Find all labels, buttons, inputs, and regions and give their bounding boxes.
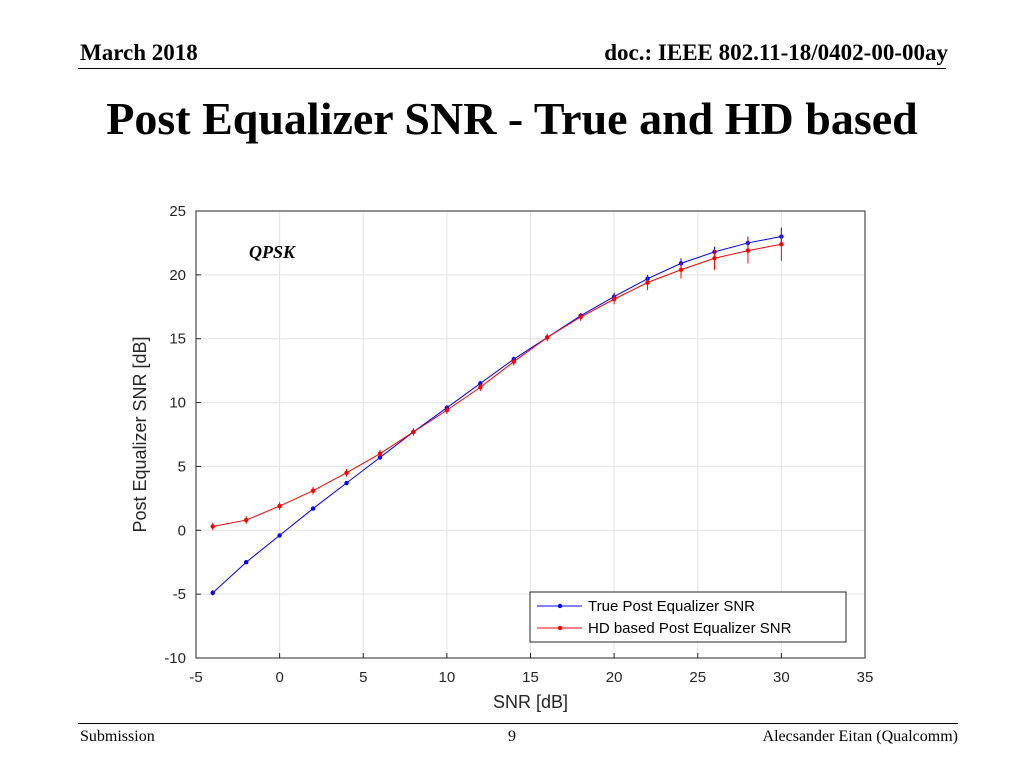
x-tick-label: 10 [439, 669, 456, 686]
legend-swatch-marker [557, 625, 563, 631]
data-point [243, 560, 249, 565]
data-point [210, 524, 215, 529]
data-point [478, 381, 483, 386]
y-tick-label: 0 [178, 522, 186, 539]
data-point [444, 408, 450, 413]
data-point [645, 280, 650, 285]
data-point [344, 480, 349, 486]
y-tick-label: 25 [169, 203, 186, 220]
y-tick-label: 5 [178, 458, 186, 475]
footer-rule [78, 723, 958, 724]
footer-submission: Submission [80, 728, 155, 745]
y-tick-label: 10 [169, 395, 186, 412]
modulation-annotation: QPSK [249, 242, 297, 262]
legend-item: HD based Post Equalizer SNR [537, 620, 792, 637]
y-axis-label: Post Equalizer SNR [dB] [130, 336, 150, 532]
data-point [411, 429, 416, 435]
data-point [678, 267, 684, 272]
x-tick-label: 15 [522, 669, 539, 686]
data-point [310, 488, 316, 493]
data-point [712, 256, 717, 261]
x-tick-label: 5 [359, 669, 367, 686]
x-tick-label: 35 [857, 669, 874, 686]
y-tick-label: -10 [164, 650, 186, 667]
series-layer [210, 227, 784, 596]
data-point [745, 248, 751, 253]
legend-label: HD based Post Equalizer SNR [588, 620, 792, 637]
footer-author: Alecsander Eitan (Qualcomm) [762, 728, 958, 745]
header-doc-id: doc.: IEEE 802.11-18/0402-00-00ay [604, 40, 948, 65]
legend-label: True Post Equalizer SNR [588, 598, 755, 615]
data-point [511, 359, 516, 364]
y-tick-label: 15 [169, 331, 186, 348]
data-point [210, 590, 215, 596]
x-tick-label: 0 [275, 669, 283, 686]
legend-swatch-marker [557, 603, 563, 609]
series-2 [210, 228, 784, 531]
footer-page-number: 9 [508, 728, 516, 745]
legend-item: True Post Equalizer SNR [537, 598, 755, 615]
x-tick-label: 30 [773, 669, 790, 686]
data-point [344, 470, 349, 476]
data-point [578, 314, 583, 320]
header-rule [78, 68, 946, 69]
y-tick-label: 20 [169, 267, 186, 284]
legend: True Post Equalizer SNR HD based Post Equ… [529, 591, 847, 643]
x-tick-label: 25 [689, 669, 706, 686]
grid [195, 210, 866, 659]
x-axis-label: SNR [dB] [493, 692, 568, 712]
data-point [310, 506, 316, 511]
data-point [277, 533, 282, 538]
y-tick-label: -5 [173, 586, 186, 603]
header-date: March 2018 [80, 40, 198, 65]
x-tick-label: -5 [189, 669, 202, 686]
series-line [212, 236, 782, 594]
data-point [243, 517, 249, 523]
data-point [377, 451, 383, 456]
series-line [212, 243, 782, 527]
x-tick-label: 20 [606, 669, 623, 686]
data-point [478, 385, 483, 390]
slide-title: Post Equalizer SNR - True and HD based [106, 93, 918, 144]
data-point [779, 242, 784, 247]
data-point [545, 335, 550, 340]
data-point [611, 296, 617, 302]
data-point [277, 503, 282, 509]
legend-box [529, 591, 847, 643]
